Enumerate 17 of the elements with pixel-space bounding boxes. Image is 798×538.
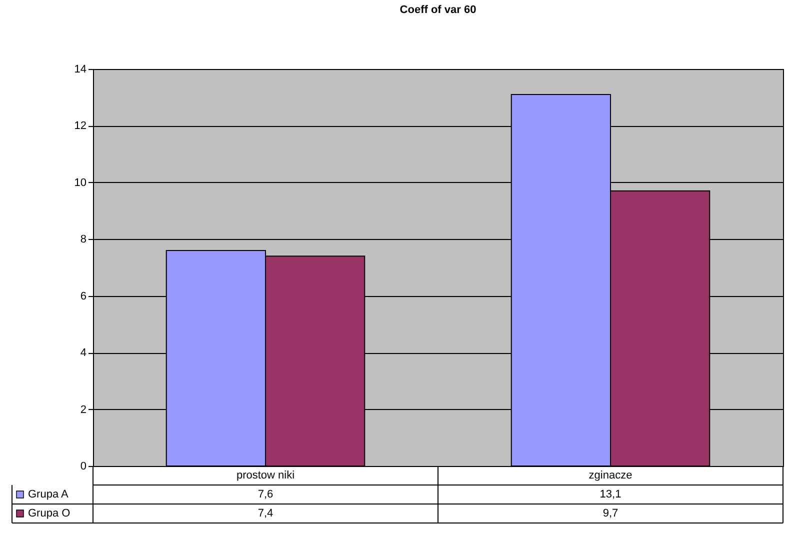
chart-title: Coeff of var 60 (400, 4, 476, 16)
y-tick-label: 0 (80, 460, 86, 472)
legend-label: Grupa A (28, 488, 70, 500)
y-tick-label: 4 (80, 347, 86, 360)
y-tick-label: 2 (80, 404, 86, 416)
y-tick-label: 6 (80, 290, 86, 302)
x-tick-label: zginacze (588, 470, 632, 482)
legend-label: Grupa O (28, 508, 71, 520)
y-tick-label: 14 (74, 64, 86, 76)
data-label: 7,6 (258, 488, 274, 500)
y-tick-label: 10 (74, 176, 86, 189)
y-tick-label: 12 (74, 120, 86, 132)
data-label: 7,4 (258, 508, 274, 520)
data-label: 13,1 (600, 488, 622, 500)
y-tick-label: 8 (80, 234, 86, 246)
x-tick-label: prostow niki (236, 470, 295, 482)
data-label: 9,7 (602, 508, 618, 520)
